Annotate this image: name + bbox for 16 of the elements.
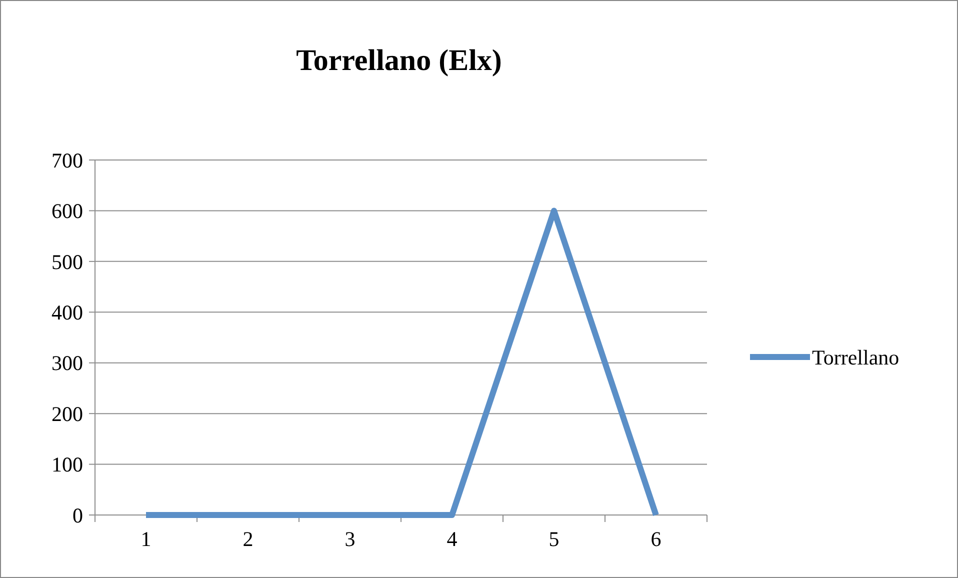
chart-title: Torrellano (Elx): [296, 44, 502, 77]
y-tick-label: 0: [72, 503, 83, 528]
x-tick-label: 1: [140, 527, 152, 551]
x-tick-label: 4: [446, 527, 458, 551]
y-tick-label: 100: [52, 452, 83, 477]
y-tick-label: 600: [52, 199, 83, 224]
y-tick-label: 700: [52, 148, 83, 172]
legend-label: Torrellano: [812, 345, 900, 370]
y-tick-label: 400: [52, 300, 83, 324]
x-tick-label: 3: [344, 527, 356, 551]
y-tick-label: 300: [52, 351, 83, 376]
x-tick-label: 5: [548, 527, 560, 551]
x-tick-label: 2: [242, 527, 254, 551]
x-tick-label: 6: [650, 527, 662, 551]
y-tick-label: 500: [52, 250, 83, 274]
y-tick-label: 200: [52, 402, 83, 426]
